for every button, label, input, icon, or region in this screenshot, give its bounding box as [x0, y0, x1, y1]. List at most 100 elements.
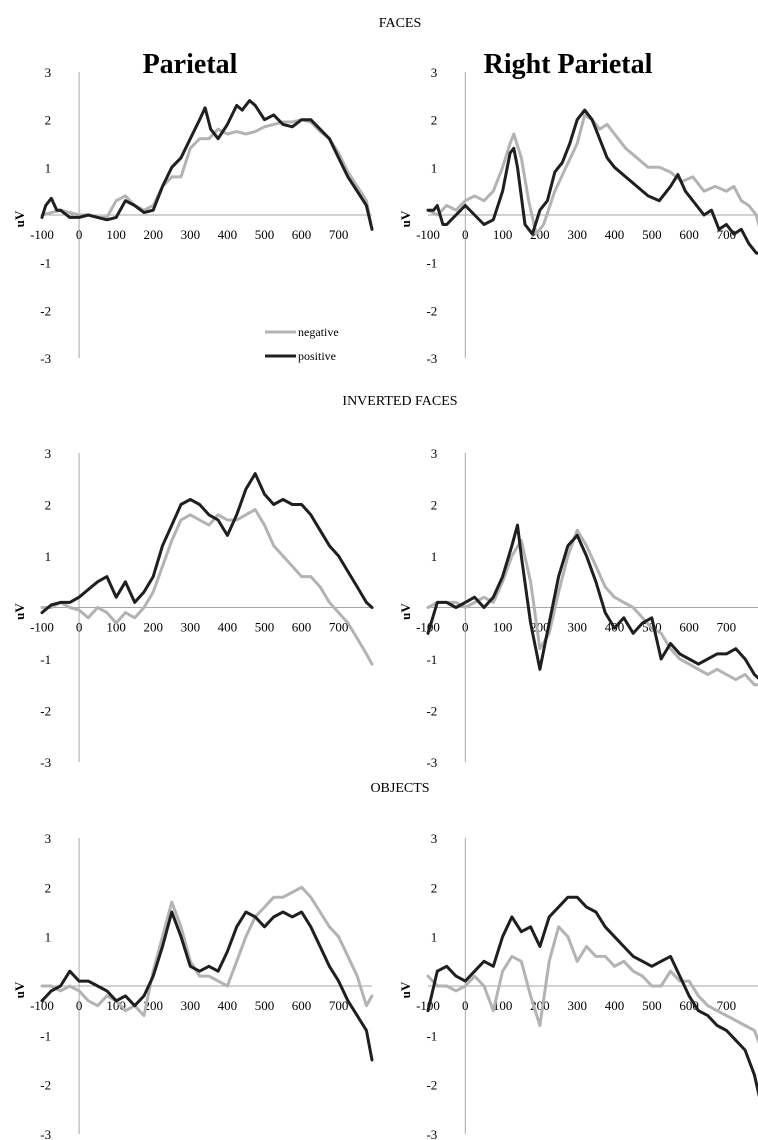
series-line-positive — [40, 472, 374, 615]
x-tick-label: 200 — [143, 620, 163, 635]
x-tick-label: 0 — [462, 998, 469, 1013]
series-line-positive — [426, 108, 758, 255]
legend: negative positive — [265, 325, 339, 363]
y-tick-label: -1 — [40, 652, 51, 667]
legend-label-negative: negative — [298, 325, 339, 339]
x-tick-label: 500 — [255, 620, 275, 635]
x-tick-label: 600 — [292, 998, 312, 1013]
y-tick-label: 2 — [45, 498, 52, 513]
y-tick-label: 2 — [431, 880, 438, 895]
y-tick-label: -3 — [426, 755, 437, 770]
x-tick-label: 700 — [329, 998, 349, 1013]
x-tick-label: -100 — [30, 227, 54, 242]
y-tick-label: 2 — [45, 880, 52, 895]
y-tick-label: -1 — [426, 652, 437, 667]
y-tick-label: -2 — [426, 1078, 437, 1093]
series-line-negative — [40, 885, 374, 1018]
y-tick-label: -1 — [426, 256, 437, 271]
y-axis-label: uV — [12, 981, 27, 998]
x-tick-label: 500 — [255, 227, 275, 242]
x-tick-label: 300 — [181, 620, 201, 635]
y-axis-label: uV — [398, 981, 413, 998]
x-tick-label: 0 — [76, 620, 83, 635]
x-tick-label: 100 — [106, 620, 126, 635]
y-axis-label: uV — [398, 210, 413, 227]
x-tick-label: 0 — [462, 620, 469, 635]
y-tick-label: -1 — [426, 1028, 437, 1043]
y-axis-label: uV — [12, 603, 27, 620]
panel-faces-parietal: 3 2 1 -1 -2 -3 -100 0 100 200 300 400 500 600 700 uV — [12, 65, 374, 366]
x-tick-label: 400 — [605, 998, 625, 1013]
y-tick-label: 1 — [431, 160, 438, 175]
y-tick-label: 3 — [45, 831, 52, 846]
series-line-negative — [426, 528, 758, 687]
series-line-negative — [40, 118, 374, 231]
y-tick-label: -3 — [40, 351, 51, 366]
x-tick-label: 0 — [462, 227, 469, 242]
x-tick-label: 500 — [642, 998, 662, 1013]
x-tick-label: 600 — [292, 620, 312, 635]
x-tick-label: 100 — [106, 998, 126, 1013]
x-tick-label: 400 — [218, 620, 238, 635]
x-tick-label: 300 — [567, 620, 587, 635]
x-tick-label: -100 — [30, 620, 54, 635]
panel-title-parietal: Parietal — [143, 49, 238, 80]
y-tick-label: -2 — [40, 303, 51, 318]
x-tick-label: 300 — [567, 227, 587, 242]
series-line-positive — [40, 99, 374, 231]
x-tick-label: 100 — [493, 227, 513, 242]
x-tick-label: 500 — [255, 998, 275, 1013]
y-tick-label: -3 — [40, 755, 51, 770]
series-line-positive — [426, 895, 758, 1098]
x-tick-label: 0 — [76, 998, 83, 1013]
panel-title-right-parietal: Right Parietal — [484, 49, 653, 80]
x-tick-label: 300 — [181, 998, 201, 1013]
y-tick-label: 3 — [431, 831, 438, 846]
y-tick-label: 3 — [45, 65, 52, 80]
y-tick-label: 3 — [45, 446, 52, 461]
x-tick-label: 100 — [493, 998, 513, 1013]
x-tick-label: 600 — [679, 227, 699, 242]
y-tick-label: -2 — [40, 704, 51, 719]
x-tick-label: 600 — [679, 620, 699, 635]
y-axis-label: uV — [398, 603, 413, 620]
row-title-inverted-faces: INVERTED FACES — [342, 394, 457, 409]
y-tick-label: 1 — [45, 160, 52, 175]
y-tick-label: 1 — [431, 549, 438, 564]
x-tick-label: 300 — [181, 227, 201, 242]
y-tick-label: -2 — [426, 704, 437, 719]
x-tick-label: 700 — [717, 620, 737, 635]
y-tick-label: 2 — [45, 113, 52, 128]
x-tick-label: 700 — [329, 227, 349, 242]
y-tick-label: -3 — [426, 1127, 437, 1140]
y-tick-label: 1 — [45, 549, 52, 564]
x-tick-label: 100 — [106, 227, 126, 242]
x-tick-label: 0 — [76, 227, 83, 242]
y-tick-label: -3 — [40, 1127, 51, 1140]
panel-inverted-parietal: 3 2 1 -1 -2 -3 -100 0 100 200 300 400 500 600 700 uV — [12, 446, 374, 770]
y-tick-label: 3 — [431, 446, 438, 461]
y-tick-label: -3 — [426, 351, 437, 366]
legend-label-positive: positive — [298, 349, 336, 363]
x-tick-label: 700 — [717, 998, 737, 1013]
y-tick-label: -1 — [40, 1028, 51, 1043]
x-tick-label: -100 — [416, 227, 440, 242]
x-tick-label: 600 — [292, 227, 312, 242]
y-tick-label: 1 — [431, 930, 438, 945]
y-tick-label: -1 — [40, 256, 51, 271]
y-tick-label: -2 — [40, 1078, 51, 1093]
row-title-objects: OBJECTS — [370, 781, 429, 796]
x-tick-label: -100 — [416, 620, 440, 635]
series-line-negative — [426, 925, 758, 1045]
series-line-negative — [40, 508, 374, 666]
y-tick-label: 1 — [45, 930, 52, 945]
x-tick-label: 100 — [493, 620, 513, 635]
y-tick-label: -2 — [426, 303, 437, 318]
x-tick-label: -100 — [30, 998, 54, 1013]
x-tick-label: 400 — [605, 227, 625, 242]
x-tick-label: 300 — [567, 998, 587, 1013]
row-title-faces: FACES — [379, 16, 422, 31]
